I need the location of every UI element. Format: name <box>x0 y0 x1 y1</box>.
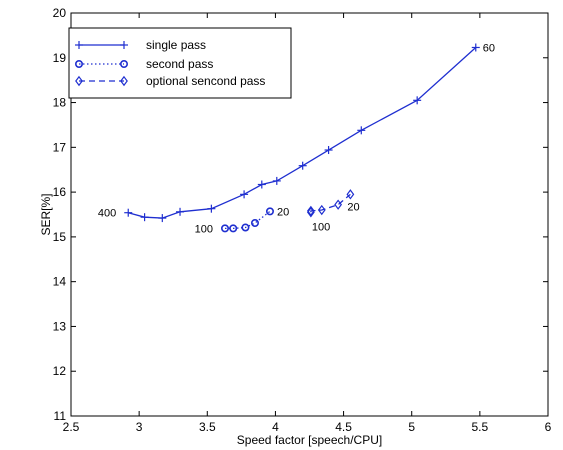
y-axis-label: SER[%] <box>39 193 53 235</box>
x-tick-label: 5.5 <box>472 420 489 434</box>
series-plus <box>124 43 480 223</box>
legend: single pass second pass optional sencond p… <box>68 27 292 99</box>
data-point <box>124 208 133 217</box>
data-point <box>265 207 274 216</box>
y-tick-label: 15 <box>53 230 67 244</box>
legend-marker <box>75 75 83 87</box>
data-label: 400 <box>98 208 116 220</box>
data-point <box>207 204 216 213</box>
y-tick-label: 12 <box>53 364 67 378</box>
legend-marker <box>120 75 128 87</box>
data-point <box>250 219 259 228</box>
legend-marker <box>75 59 84 68</box>
x-axis-label: Speed factor [speech/CPU] <box>237 433 382 447</box>
legend-marker <box>120 41 128 49</box>
data-point <box>240 190 249 199</box>
data-point <box>272 176 281 185</box>
legend-marker <box>75 41 83 49</box>
y-tick-label: 13 <box>53 319 67 333</box>
data-point <box>357 126 366 135</box>
data-point <box>298 161 307 170</box>
x-tick-label: 5 <box>408 420 415 434</box>
annotations: 400 60 100 20 100 20 <box>98 42 495 235</box>
x-tick-label: 4 <box>272 420 279 434</box>
legend-marker <box>120 59 129 68</box>
data-point <box>257 180 266 189</box>
series-diamond <box>306 189 355 218</box>
data-point <box>158 214 167 223</box>
x-tick-label: 6 <box>545 420 552 434</box>
y-tick-label: 14 <box>53 275 67 289</box>
y-tick-label: 20 <box>53 6 67 20</box>
y-tick-label: 11 <box>54 409 67 423</box>
axis-ticks: 2.5 3 3.5 4 4.5 5 5.5 6 11 12 13 14 15 16 17 18 19 20 <box>53 6 552 434</box>
data-label: 60 <box>483 42 495 54</box>
data-point <box>176 207 185 216</box>
data-label: 20 <box>277 206 289 218</box>
legend-box <box>68 27 292 99</box>
data-point <box>471 43 480 52</box>
data-point <box>221 224 230 233</box>
y-tick-label: 19 <box>53 51 67 65</box>
data-point <box>140 213 149 222</box>
data-point <box>306 205 315 217</box>
x-tick-label: 3.5 <box>199 420 216 434</box>
series-line <box>310 193 351 213</box>
series-layer <box>124 43 480 233</box>
x-tick-label: 2.5 <box>63 420 80 434</box>
data-point <box>324 146 333 155</box>
data-point <box>241 223 250 232</box>
data-label: 20 <box>347 201 359 213</box>
x-tick-label: 3 <box>136 420 143 434</box>
y-tick-label: 17 <box>53 140 67 154</box>
data-point <box>306 207 315 218</box>
data-label: 100 <box>195 223 213 235</box>
y-tick-label: 16 <box>53 185 67 199</box>
x-tick-label: 4.5 <box>335 420 352 434</box>
series-circle <box>221 207 274 233</box>
data-point <box>413 96 422 105</box>
legend-label: second pass <box>146 57 213 71</box>
legend-label: optional sencond pass <box>146 74 265 88</box>
data-point <box>334 199 343 210</box>
data-point <box>229 224 238 233</box>
data-point <box>346 189 355 200</box>
data-label: 100 <box>312 221 330 233</box>
data-point <box>317 204 326 216</box>
y-tick-label: 18 <box>53 96 67 110</box>
legend-label: single pass <box>146 38 206 52</box>
